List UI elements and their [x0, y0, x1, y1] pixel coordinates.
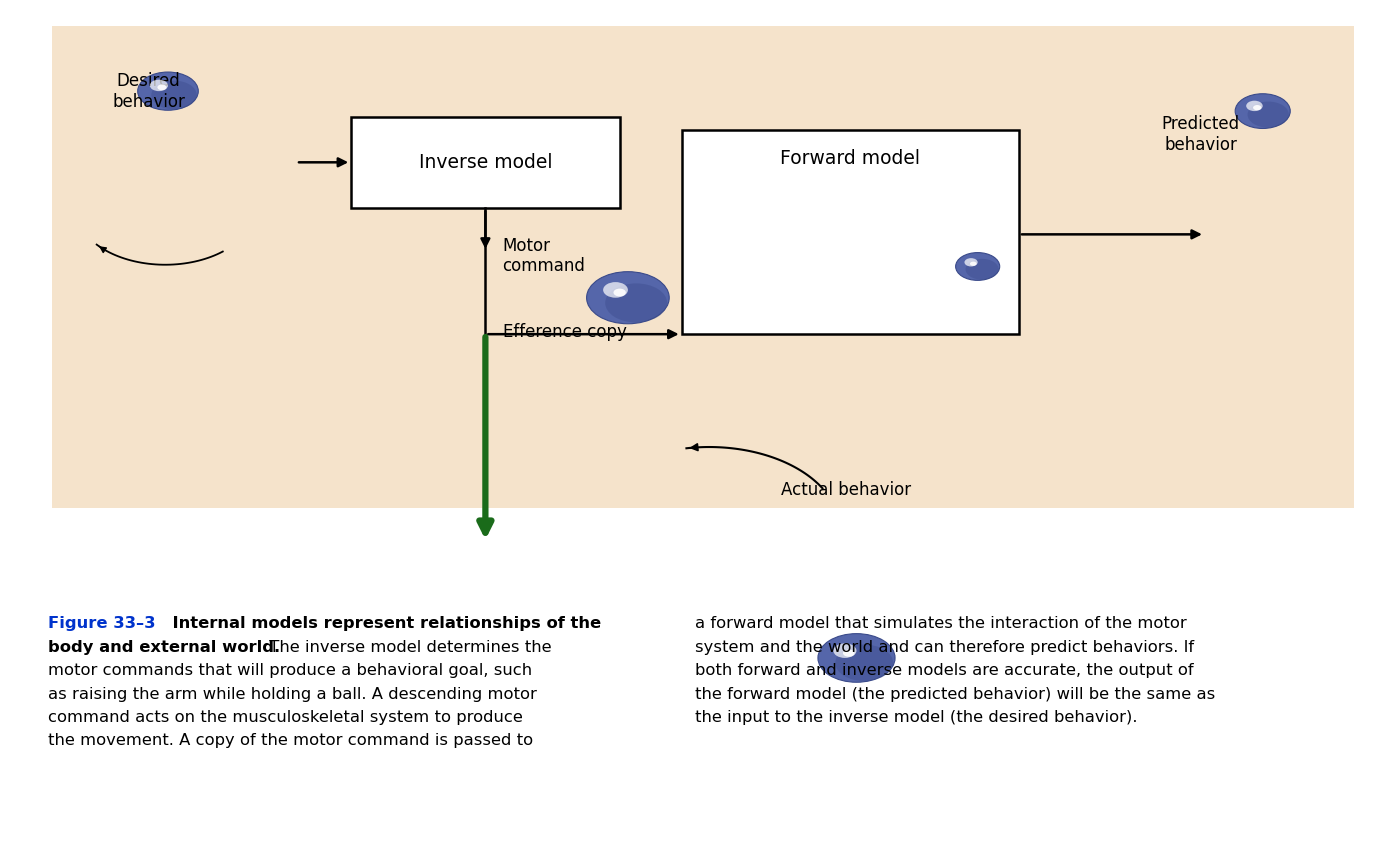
Circle shape — [157, 84, 167, 90]
Text: system and the world and can therefore predict behaviors. If: system and the world and can therefore p… — [695, 640, 1194, 654]
Bar — [52, 26, 1354, 508]
Text: a forward model that simulates the interaction of the motor: a forward model that simulates the inter… — [695, 616, 1187, 631]
Circle shape — [836, 645, 894, 681]
Circle shape — [965, 259, 998, 279]
Circle shape — [138, 72, 198, 110]
Circle shape — [843, 649, 855, 657]
Circle shape — [818, 634, 895, 682]
Circle shape — [1246, 101, 1263, 111]
Text: Figure 33–3: Figure 33–3 — [48, 616, 156, 631]
Text: Actual behavior: Actual behavior — [781, 482, 910, 499]
Circle shape — [1235, 94, 1290, 128]
Text: Internal models represent relationships of the: Internal models represent relationships … — [161, 616, 602, 631]
Text: Predicted
behavior: Predicted behavior — [1162, 115, 1239, 154]
Circle shape — [1253, 105, 1261, 110]
Circle shape — [150, 80, 168, 91]
Text: both forward and inverse models are accurate, the output of: both forward and inverse models are accu… — [695, 663, 1194, 678]
Circle shape — [964, 258, 978, 266]
Text: Desired
behavior: Desired behavior — [113, 72, 185, 110]
Text: body and external world.: body and external world. — [48, 640, 281, 654]
Circle shape — [833, 643, 856, 658]
Text: the movement. A copy of the motor command is passed to: the movement. A copy of the motor comman… — [48, 733, 533, 748]
Text: Inverse model: Inverse model — [419, 154, 552, 172]
Circle shape — [1248, 102, 1289, 128]
Text: as raising the arm while holding a ball. A descending motor: as raising the arm while holding a ball.… — [48, 687, 537, 701]
Circle shape — [956, 253, 1000, 280]
Text: motor commands that will produce a behavioral goal, such: motor commands that will produce a behav… — [48, 663, 533, 678]
FancyBboxPatch shape — [682, 130, 1019, 334]
Text: command acts on the musculoskeletal system to produce: command acts on the musculoskeletal syst… — [48, 710, 523, 725]
Text: Efference copy: Efference copy — [503, 323, 627, 340]
Text: Forward model: Forward model — [781, 149, 920, 168]
Circle shape — [969, 261, 976, 266]
Text: the input to the inverse model (the desired behavior).: the input to the inverse model (the desi… — [695, 710, 1137, 725]
Circle shape — [613, 288, 625, 297]
Circle shape — [603, 282, 628, 298]
Circle shape — [151, 81, 197, 109]
Circle shape — [606, 283, 666, 322]
Circle shape — [587, 272, 669, 324]
Text: The inverse model determines the: The inverse model determines the — [264, 640, 552, 654]
Text: Motor
command: Motor command — [503, 237, 585, 275]
Text: the forward model (the predicted behavior) will be the same as: the forward model (the predicted behavio… — [695, 687, 1216, 701]
FancyBboxPatch shape — [351, 117, 620, 208]
